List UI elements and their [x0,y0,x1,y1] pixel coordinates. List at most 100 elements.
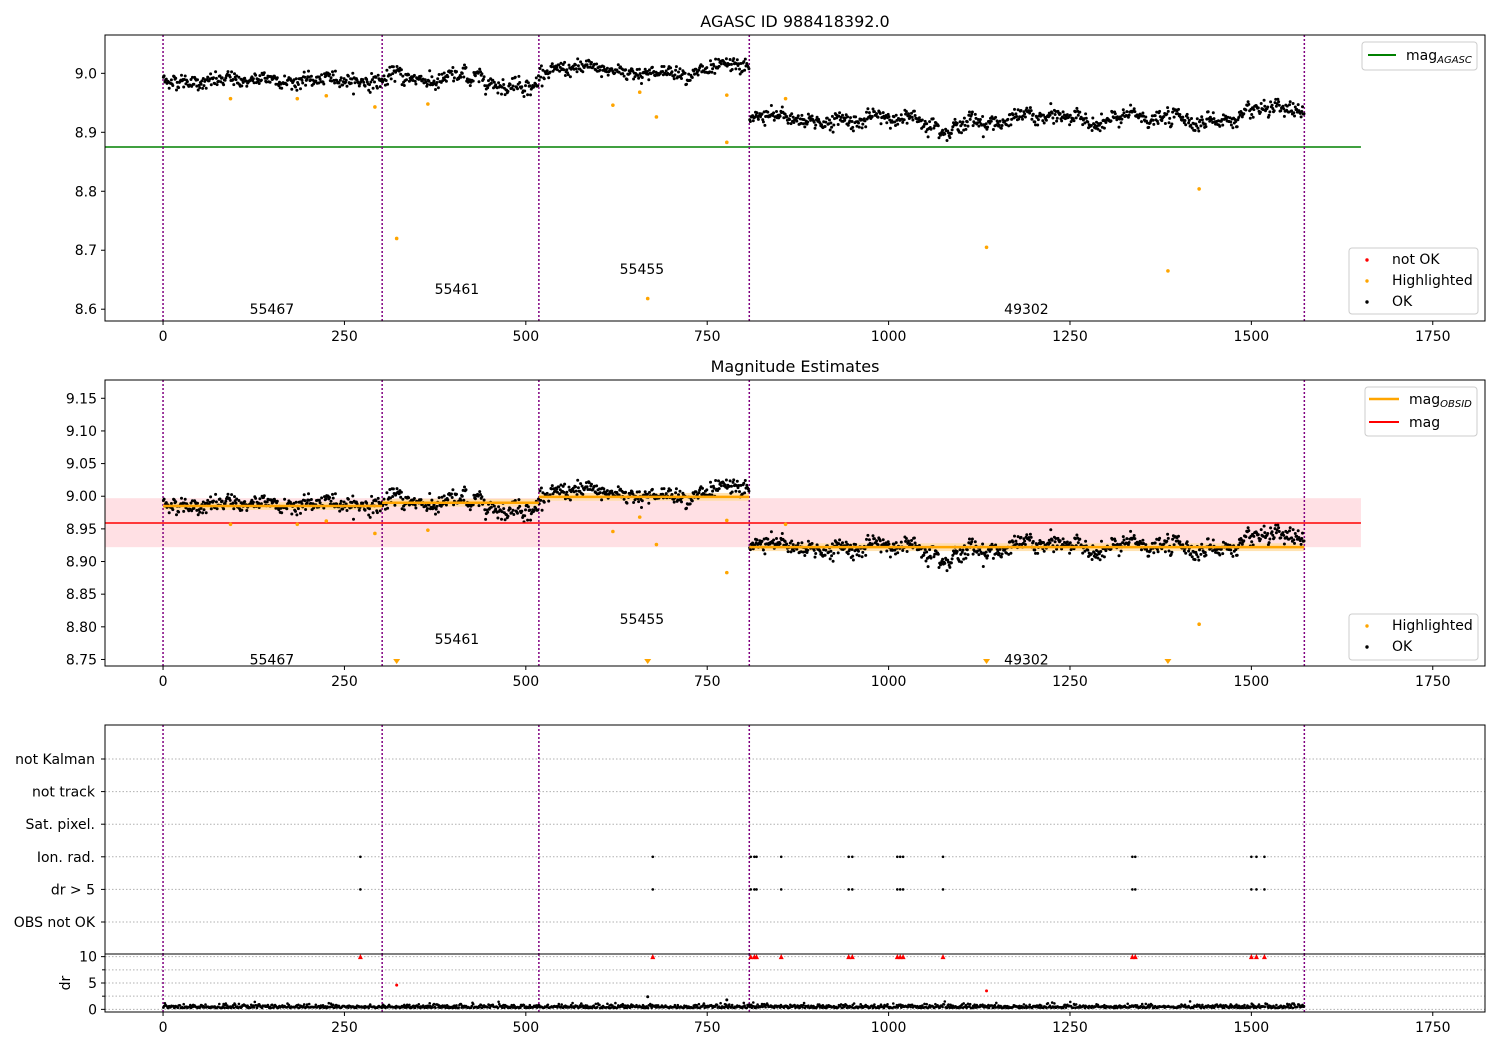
ok-point [460,71,464,75]
ok-point [867,111,871,115]
ok-point [423,78,427,82]
ok-point [1220,118,1224,121]
ok-point [1028,532,1032,536]
ok-point [710,70,714,74]
ok-point [943,132,947,136]
ok-point [771,541,775,545]
dr-point [764,1005,767,1009]
dr-point [886,1003,889,1006]
dr-point [307,1002,311,1006]
ok-point [1235,125,1239,129]
ok-point [1276,523,1280,527]
ok-point [1296,103,1300,107]
ok-point [1199,552,1203,556]
ok-point [981,565,985,568]
ok-point [996,549,1000,553]
dr-point [434,1006,437,1010]
highlighted-legend-label: Highlighted [1392,618,1473,634]
dr-point [1293,1003,1296,1007]
ok-point [558,492,562,496]
ok-point [338,509,342,513]
ok-point [368,515,372,519]
ok-point [894,113,898,117]
ok-point [567,63,571,67]
dr-point [1074,1003,1078,1006]
ok-point [389,496,392,500]
ok-point [277,508,281,512]
ok-point [262,494,266,498]
ok-point [341,83,345,87]
ok-point [780,532,784,535]
ok-point [365,77,369,81]
ok-point [598,68,602,72]
ok-point [450,492,453,496]
ok-point [484,92,488,96]
ok-point [526,93,530,97]
ok-point [1166,532,1170,536]
ok-point [1068,113,1072,117]
ok-point [1098,129,1102,133]
ok-point [391,487,395,491]
ok-point [748,120,752,123]
ok-point [1048,541,1052,545]
ok-point [1060,119,1064,123]
ok-point [814,552,818,555]
ok-point [1290,536,1294,540]
ok-point [1042,541,1045,544]
p4-xtick-label: 1500 [1234,1020,1270,1036]
ok-point [981,135,985,139]
ok-point [169,78,173,82]
ok-point [338,502,342,506]
ok-point [526,518,530,522]
ok-point [300,78,304,82]
ok-point [1270,530,1274,534]
ok-point [171,84,175,87]
ok-point [672,77,676,81]
dr-point [176,1006,180,1010]
flag-category-label: not Kalman [15,752,95,768]
ok-point [899,113,903,117]
ok-point [1247,102,1251,106]
ok-point [932,126,936,130]
ok-point [901,120,905,124]
ok-point [563,74,567,77]
ok-point [405,78,408,82]
ok-point [384,79,388,82]
ion-rad-flag-point [359,855,362,859]
ok-point [399,68,403,72]
ok-point [529,93,532,97]
highlighted-point [783,522,788,527]
dr-point [557,1002,561,1006]
ok-point [1005,551,1008,555]
ok-point [1211,111,1215,115]
ok-point [285,83,289,87]
ok-point [786,550,790,554]
dr-point [882,1006,886,1010]
ok-point [244,79,248,83]
ok-point [600,75,604,79]
dr-point [1215,1003,1219,1006]
ok-point [464,488,468,492]
p1-frame [104,34,1486,322]
ok-point [231,501,235,505]
ok-point [925,550,929,554]
p1-ytick-label: 8.9 [75,125,97,141]
ok-point [913,541,917,545]
ok-point [258,74,262,78]
ion-rad-flag-point [941,855,945,859]
ok-point [232,83,236,87]
ok-point [331,70,334,74]
ok-point [1042,549,1046,553]
ok-point [860,126,864,130]
dr-point [1147,1003,1150,1007]
ok-point [1247,529,1251,533]
ok-point [778,542,782,546]
ok-point [1144,543,1148,547]
ok-point [931,117,935,121]
ok-point [851,554,855,558]
ok-point [309,74,313,78]
p4-xtick-label: 1750 [1415,1020,1451,1036]
ok-point [280,86,284,90]
ok-point [976,118,980,121]
